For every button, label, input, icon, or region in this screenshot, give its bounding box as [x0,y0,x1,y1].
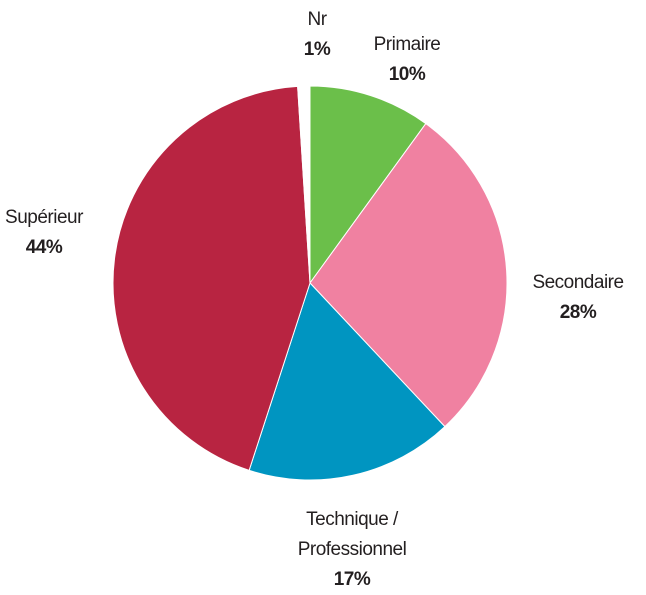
slice-label: Nr 1% [287,5,347,65]
category-name: Secondaire [532,272,624,293]
category-name: Technique / Professionnel [297,509,407,560]
pie-slice [309,85,427,285]
category-name: Primaire [373,34,441,55]
category-name: Supérieur [5,207,83,228]
value-label: 1% [303,39,331,60]
value-label: 44% [25,237,63,258]
slice-label: Primaire 10% [347,30,467,90]
pie-slice [248,282,446,481]
slice-label: Secondaire 28% [518,268,638,328]
slice-label: Supérieur 44% [0,203,104,263]
pie-slice [309,122,508,428]
pie-slice [112,85,311,471]
slice-label: Technique / Professionnel 17% [277,505,427,595]
pie-slice [297,85,311,284]
value-label: 17% [333,569,371,590]
category-name: Nr [307,9,327,30]
value-label: 28% [559,302,597,323]
value-label: 10% [388,64,426,85]
